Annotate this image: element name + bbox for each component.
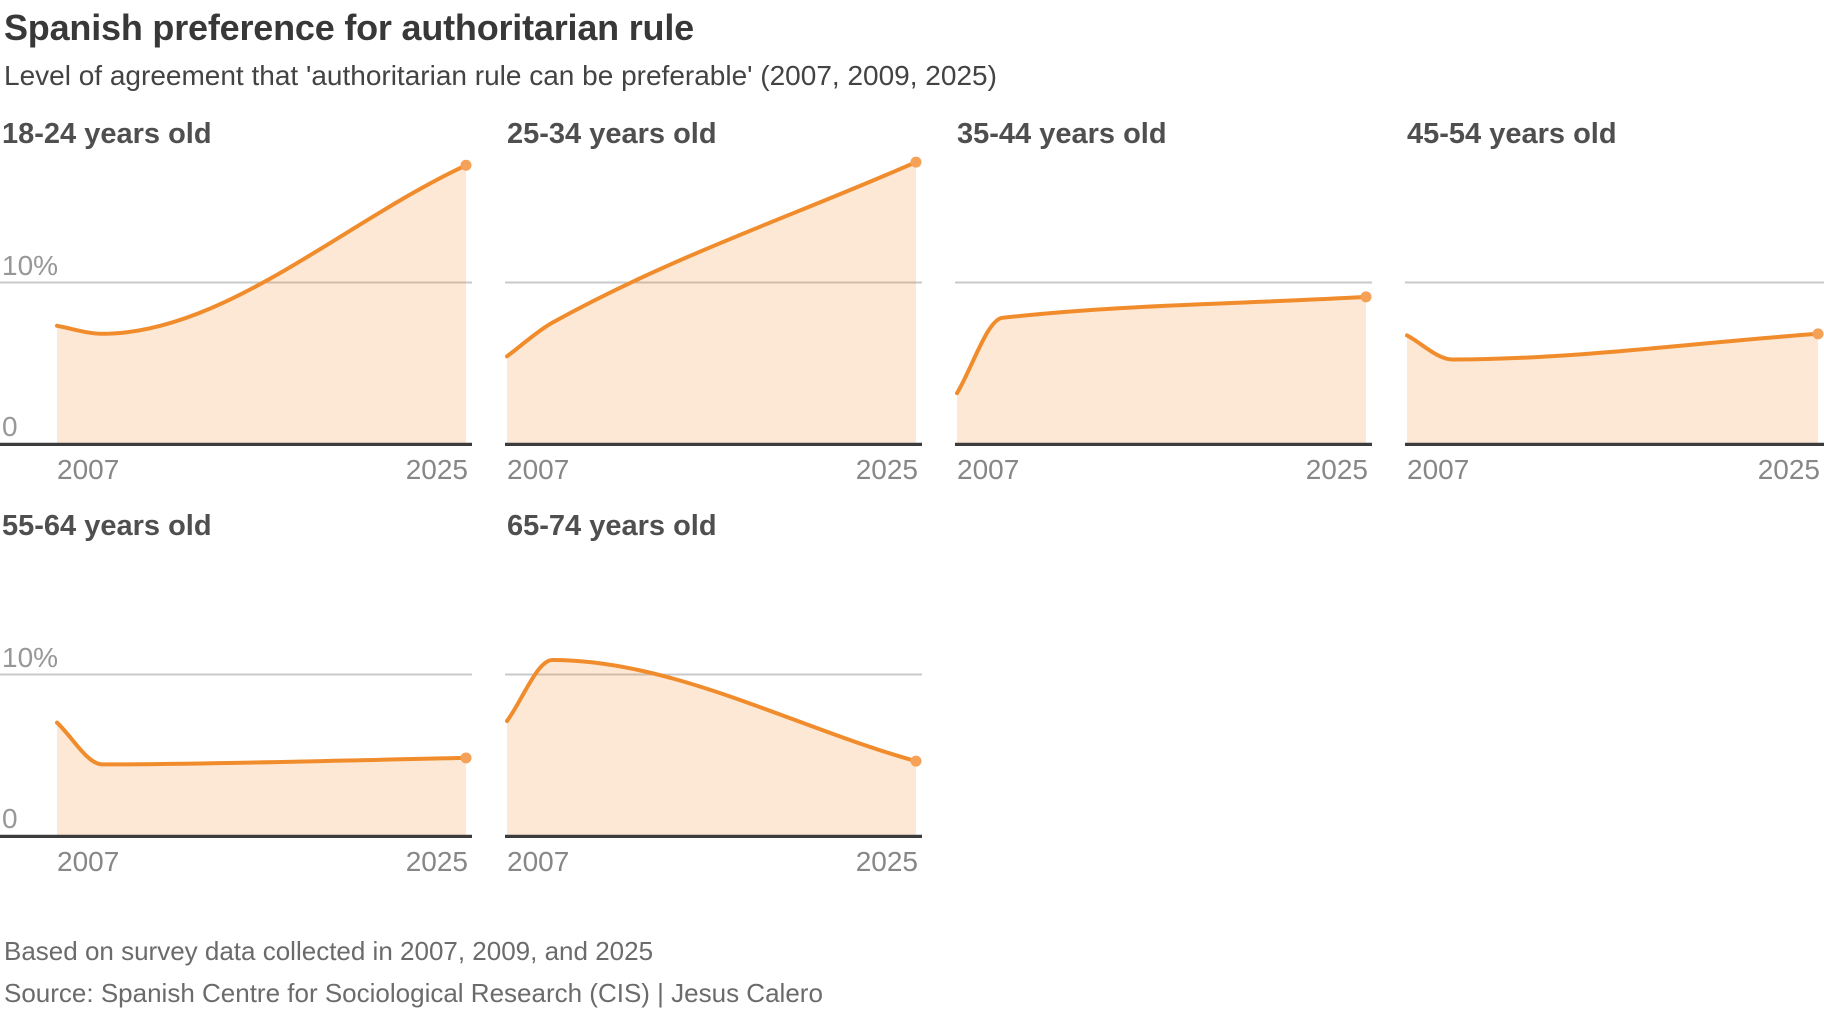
area-chart-svg [505, 156, 922, 446]
chart-subtitle: Level of agreement that 'authoritarian r… [4, 60, 997, 91]
x-axis-ticks: 2007 2025 [0, 446, 472, 486]
y-axis-label-zero: 0 [2, 803, 18, 834]
trend-line [1405, 331, 1820, 362]
end-point-dot [910, 755, 922, 767]
x-axis-ticks: 2007 2025 [955, 446, 1372, 486]
area-fill [57, 165, 466, 444]
panel-title: 25-34 years old [507, 118, 717, 150]
end-point-dot [1812, 328, 1824, 340]
end-point-dot [460, 752, 472, 764]
area-chart-svg [505, 657, 922, 838]
x-axis-ticks: 2007 2025 [505, 446, 922, 486]
grid-spacer [955, 512, 1372, 878]
plot-area: 10% 0 [0, 138, 472, 446]
trend-line [505, 160, 918, 359]
panel-title: 18-24 years old [2, 118, 212, 150]
x-tick-2025: 2025 [405, 454, 468, 485]
footer-note: Based on survey data collected in 2007, … [4, 936, 654, 966]
y-axis-label-zero: 0 [2, 411, 18, 442]
x-tick-2025: 2025 [855, 846, 918, 877]
x-axis-ticks: 2007 2025 [0, 838, 472, 878]
plot-area [1405, 138, 1824, 446]
chart-header: Spanish preference for authoritarian rul… [0, 0, 1824, 94]
trend-line [955, 294, 1368, 396]
x-tick-2025: 2025 [1305, 454, 1368, 485]
x-tick-2007: 2007 [1407, 454, 1470, 485]
x-tick-2007: 2007 [57, 846, 120, 877]
panel-35-44: 35-44 years old 2007 2025 [955, 120, 1372, 486]
area-fill [507, 660, 916, 835]
panel-18-24: 18-24 years old 10% 0 2007 2025 [0, 120, 472, 486]
panel-55-64: 55-64 years old 10% 0 2007 2025 [0, 512, 472, 878]
area-fill [507, 162, 916, 443]
panel-65-74: 65-74 years old 2007 2025 [505, 512, 922, 878]
trend-line [55, 163, 468, 336]
x-axis-ticks: 2007 2025 [505, 838, 922, 878]
panel-title: 45-54 years old [1407, 118, 1617, 150]
x-tick-2025: 2025 [405, 846, 468, 877]
plot-area [955, 138, 1372, 446]
x-axis-ticks: 2007 2025 [1405, 446, 1824, 486]
panel-25-34: 25-34 years old 2007 2025 [505, 120, 922, 486]
x-tick-2025: 2025 [855, 454, 918, 485]
x-tick-2007: 2007 [57, 454, 120, 485]
area-fill [57, 722, 466, 835]
panel-title: 65-74 years old [507, 510, 717, 542]
y-axis-label-10pct: 10% [2, 642, 59, 673]
x-tick-2007: 2007 [507, 846, 570, 877]
area-chart-svg [0, 159, 472, 446]
small-multiples-grid: 18-24 years old 10% 0 2007 2025 25-34 ye… [0, 120, 1824, 878]
grid-spacer [1405, 512, 1824, 878]
area-chart-svg [955, 281, 1372, 446]
chart-footer: Based on survey data collected in 2007, … [4, 936, 823, 1008]
end-point-dot [460, 159, 472, 171]
plot-area [505, 138, 922, 446]
end-point-dot [1360, 291, 1372, 303]
plot-area: 10% 0 [0, 530, 472, 838]
chart-title: Spanish preference for authoritarian rul… [4, 7, 694, 48]
panel-45-54: 45-54 years old 2007 2025 [1405, 120, 1824, 486]
end-point-dot [910, 156, 922, 168]
area-fill [957, 296, 1366, 443]
area-chart-svg [1405, 281, 1824, 446]
plot-area [505, 530, 922, 838]
x-tick-2007: 2007 [957, 454, 1020, 485]
footer-source: Source: Spanish Centre for Sociological … [4, 978, 823, 1008]
y-axis-label-10pct: 10% [2, 250, 59, 281]
panel-title: 35-44 years old [957, 118, 1167, 150]
trend-line [55, 720, 468, 767]
area-chart-svg [0, 673, 472, 838]
area-fill [1407, 333, 1818, 443]
x-tick-2007: 2007 [507, 454, 570, 485]
panel-title: 55-64 years old [2, 510, 212, 542]
trend-line [505, 657, 918, 764]
x-tick-2025: 2025 [1757, 454, 1820, 485]
